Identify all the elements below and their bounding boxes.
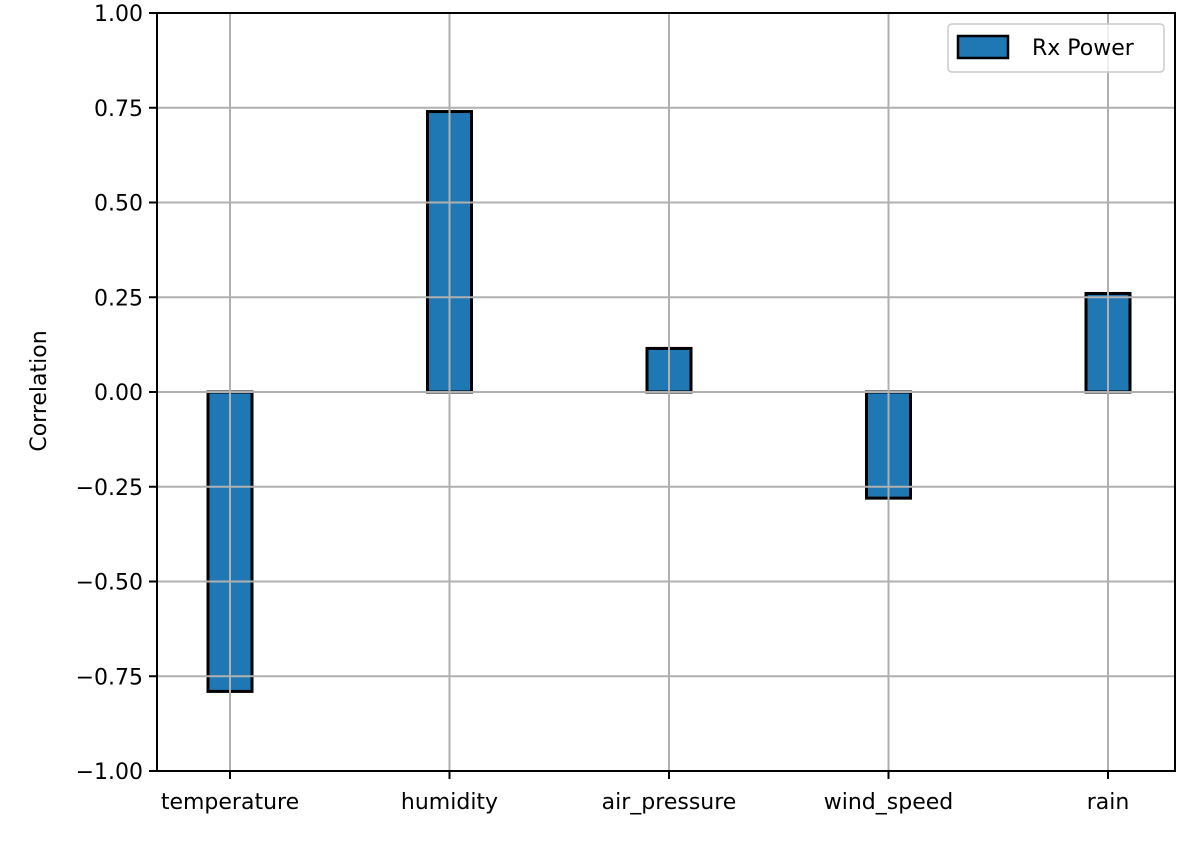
y-tick-label: 0.00 — [94, 381, 143, 406]
x-tick-label: temperature — [161, 790, 299, 815]
tick-labels: −1.00 −0.75 −0.50 −0.25 0.00 0.25 0.50 0.75 1.00… — [76, 2, 1130, 815]
y-tick-label: 0.50 — [94, 192, 143, 217]
y-tick-label: −0.25 — [76, 476, 143, 501]
y-tick-label: 0.75 — [94, 97, 143, 122]
legend: Rx Power — [947, 23, 1165, 73]
x-tick-label: humidity — [401, 790, 498, 815]
y-tick-label: −0.50 — [76, 571, 143, 596]
y-axis-label: Correlation — [27, 330, 52, 451]
grid-lines — [157, 12, 1175, 772]
y-tick-label: 0.25 — [94, 286, 143, 311]
x-tick-label: air_pressure — [602, 790, 737, 815]
y-tick-label: −1.00 — [76, 760, 143, 785]
legend-swatch — [956, 34, 1010, 60]
x-tick-label: rain — [1087, 790, 1130, 815]
y-tick-label: 1.00 — [94, 2, 143, 27]
x-tick-label: wind_speed — [824, 790, 953, 815]
y-tick-label: −0.75 — [76, 665, 143, 690]
axes — [149, 12, 1176, 779]
legend-label-rx-power: Rx Power — [1032, 36, 1135, 61]
